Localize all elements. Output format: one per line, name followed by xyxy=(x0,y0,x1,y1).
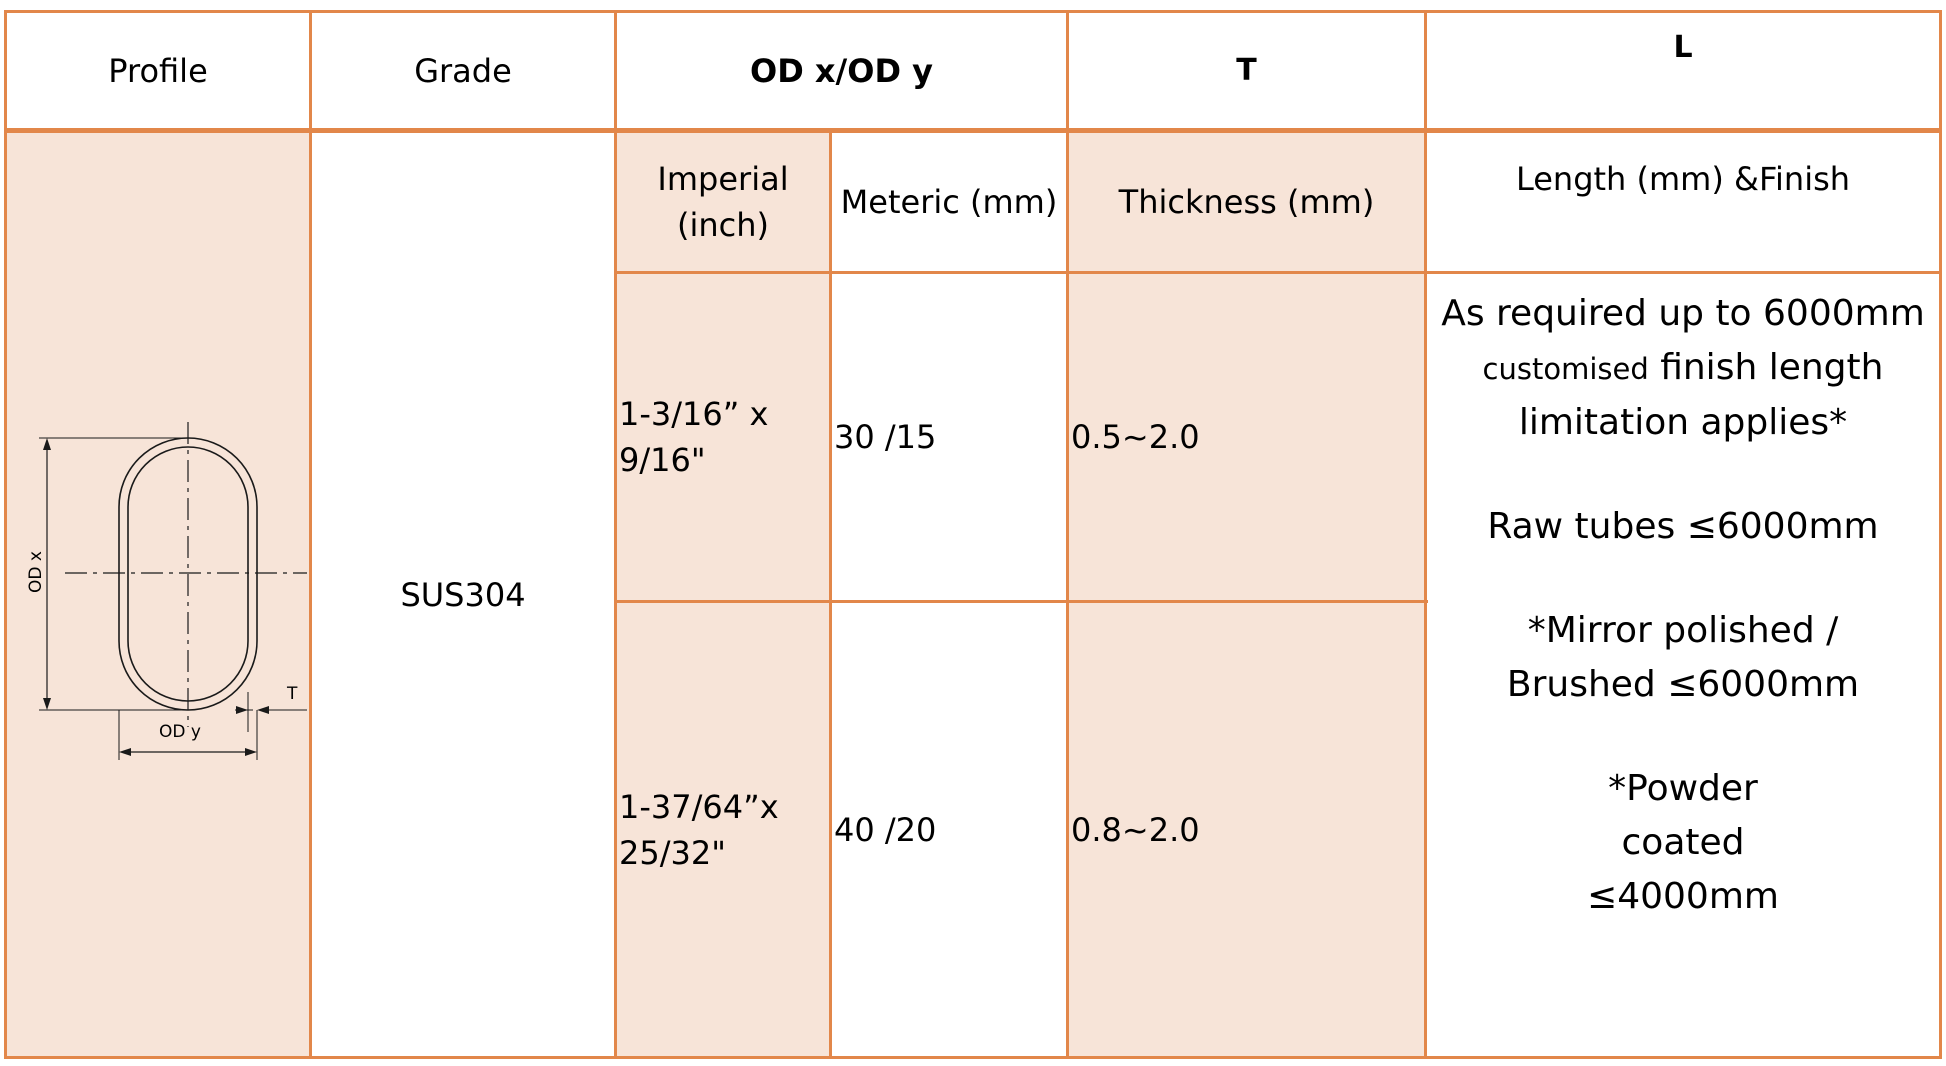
length-note-main-b: finish length limitation applies* xyxy=(1518,347,1884,443)
subheader-thickness: Thickness (mm) xyxy=(1118,183,1375,221)
oval-tube-profile-icon xyxy=(39,422,307,760)
length-note-main-small: customised xyxy=(1482,352,1649,386)
header-grade: Grade xyxy=(414,51,512,90)
border-v-grade-od xyxy=(614,10,617,1059)
row1-imperial: 1-3/16” x 9/16" xyxy=(619,274,827,600)
header-od: OD x/OD y xyxy=(750,51,933,90)
border-v-od-t xyxy=(1066,10,1069,1059)
row1-metric: 30 /15 xyxy=(834,418,937,456)
row1-thickness: 0.5~2.0 xyxy=(1071,418,1200,456)
length-notes: As required up to 6000mm customised fini… xyxy=(1437,287,1929,924)
imperial-column-bg xyxy=(617,132,829,1058)
header-l: L xyxy=(1673,30,1693,65)
border-v-profile-grade xyxy=(309,10,312,1059)
subheader-metric: Meteric (mm) xyxy=(840,183,1058,221)
row2-imperial-text: 1-37/64”x 25/32" xyxy=(619,787,779,872)
border-header-bottom xyxy=(4,128,1942,133)
border-row-divider xyxy=(614,600,1428,603)
profile-cell-bg xyxy=(7,132,309,1058)
subheader-length: Length (mm) &Finish xyxy=(1515,160,1851,198)
length-note-main-a: As required up to 6000mm xyxy=(1441,293,1925,334)
length-note-powder: *Powder coated ≤4000mm xyxy=(1587,768,1779,917)
profile-drawing: OD x OD y T xyxy=(7,132,309,1056)
border-left xyxy=(4,10,7,1059)
subheader-imperial-text: Imperial (inch) xyxy=(657,160,789,244)
length-note-raw: Raw tubes ≤6000mm xyxy=(1487,506,1879,547)
od-y-label: OD y xyxy=(159,722,201,742)
row2-metric: 40 /20 xyxy=(834,810,937,849)
border-top xyxy=(4,10,1942,13)
row2-imperial: 1-37/64”x 25/32" xyxy=(619,603,827,1056)
row2-thickness: 0.8~2.0 xyxy=(1071,810,1200,849)
border-bottom xyxy=(4,1056,1942,1059)
row1-imperial-text: 1-3/16” x 9/16" xyxy=(619,395,769,479)
border-subheader-bottom xyxy=(614,271,1942,274)
t-label: T xyxy=(287,684,298,704)
grade-value: SUS304 xyxy=(400,575,526,614)
header-profile: Profile xyxy=(108,51,208,90)
header-t: T xyxy=(1236,52,1257,88)
border-v-imperial-metric xyxy=(829,132,832,1059)
border-v-t-l xyxy=(1424,10,1427,1059)
length-note-main: As required up to 6000mm customised fini… xyxy=(1437,287,1929,450)
od-x-label: OD x xyxy=(25,551,46,593)
subheader-imperial: Imperial (inch) xyxy=(617,133,829,271)
length-note-mirror: *Mirror polished / Brushed ≤6000mm xyxy=(1506,610,1860,705)
thickness-column-bg xyxy=(1069,132,1427,1058)
border-right xyxy=(1939,10,1942,1059)
